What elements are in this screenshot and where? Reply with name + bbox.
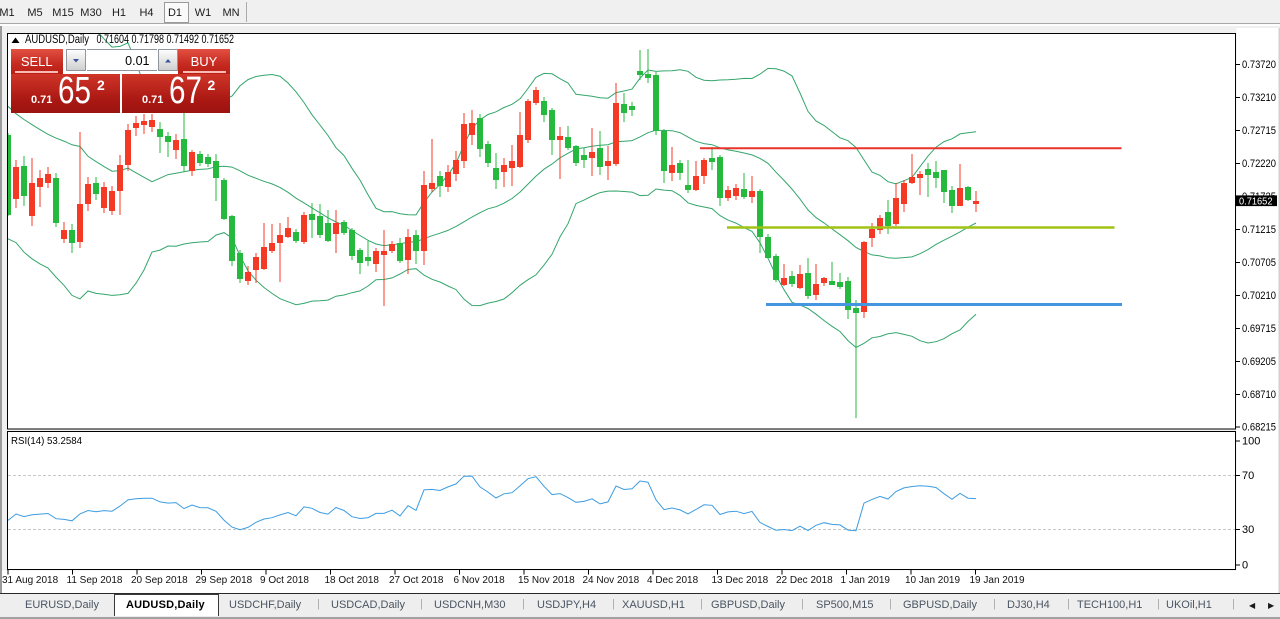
svg-text:0.73720: 0.73720 xyxy=(1242,59,1276,71)
svg-text:70: 70 xyxy=(1242,470,1254,482)
svg-text:31 Aug 2018: 31 Aug 2018 xyxy=(2,575,59,586)
svg-text:4 Dec 2018: 4 Dec 2018 xyxy=(647,575,699,586)
svg-text:10 Jan 2019: 10 Jan 2019 xyxy=(905,575,960,586)
svg-text:6 Nov 2018: 6 Nov 2018 xyxy=(454,575,506,586)
svg-text:0.71215: 0.71215 xyxy=(1242,224,1276,236)
svg-text:0.73210: 0.73210 xyxy=(1242,92,1276,104)
svg-text:29 Sep 2018: 29 Sep 2018 xyxy=(196,575,253,586)
svg-text:0.70210: 0.70210 xyxy=(1242,290,1276,302)
svg-text:0.72220: 0.72220 xyxy=(1242,158,1276,170)
svg-text:9 Oct 2018: 9 Oct 2018 xyxy=(260,575,309,586)
svg-text:13 Dec 2018: 13 Dec 2018 xyxy=(712,575,769,586)
svg-text:15 Nov 2018: 15 Nov 2018 xyxy=(518,575,575,586)
svg-text:0.71652: 0.71652 xyxy=(1239,195,1273,207)
svg-text:27 Oct 2018: 27 Oct 2018 xyxy=(389,575,444,586)
svg-text:0.68710: 0.68710 xyxy=(1242,389,1276,401)
svg-text:0.70705: 0.70705 xyxy=(1242,257,1276,269)
svg-text:0.69205: 0.69205 xyxy=(1242,356,1276,368)
svg-text:1 Jan 2019: 1 Jan 2019 xyxy=(841,575,891,586)
svg-text:RSI(14) 53.2584: RSI(14) 53.2584 xyxy=(11,435,82,447)
svg-text:22 Dec 2018: 22 Dec 2018 xyxy=(776,575,833,586)
svg-text:30: 30 xyxy=(1242,524,1254,536)
svg-text:24 Nov 2018: 24 Nov 2018 xyxy=(583,575,640,586)
svg-text:0: 0 xyxy=(1242,560,1248,572)
svg-text:100: 100 xyxy=(1242,436,1260,448)
svg-text:0.68215: 0.68215 xyxy=(1242,422,1276,434)
svg-text:20 Sep 2018: 20 Sep 2018 xyxy=(131,575,188,586)
svg-text:19 Jan 2019: 19 Jan 2019 xyxy=(970,575,1025,586)
svg-text:0.69715: 0.69715 xyxy=(1242,323,1276,335)
svg-text:AUDUSD,Daily: AUDUSD,Daily xyxy=(25,34,89,46)
svg-text:11 Sep 2018: 11 Sep 2018 xyxy=(67,575,123,586)
svg-text:18 Oct 2018: 18 Oct 2018 xyxy=(325,575,380,586)
svg-text:0.71604 0.71798 0.71492 0.7165: 0.71604 0.71798 0.71492 0.71652 xyxy=(97,34,235,46)
svg-text:0.72715: 0.72715 xyxy=(1242,125,1276,137)
